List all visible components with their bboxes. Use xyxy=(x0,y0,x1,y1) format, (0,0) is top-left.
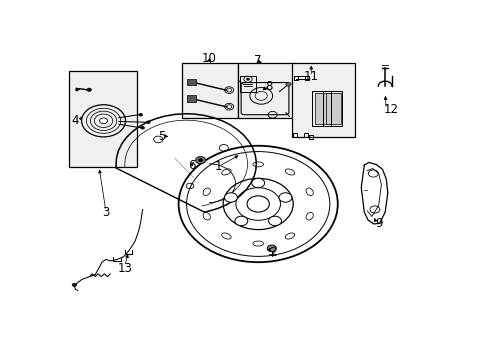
Circle shape xyxy=(141,126,144,129)
Circle shape xyxy=(198,158,203,162)
Bar xyxy=(240,76,255,92)
Circle shape xyxy=(285,82,290,86)
Circle shape xyxy=(146,121,150,123)
Text: 12: 12 xyxy=(383,103,398,116)
Text: 8: 8 xyxy=(264,80,272,93)
Bar xyxy=(182,63,238,118)
Text: 9: 9 xyxy=(375,217,383,230)
Circle shape xyxy=(246,78,249,80)
Polygon shape xyxy=(314,93,329,123)
Text: 6: 6 xyxy=(188,159,195,172)
Circle shape xyxy=(87,88,91,91)
Circle shape xyxy=(251,178,264,188)
Bar xyxy=(69,71,137,167)
Text: 2: 2 xyxy=(268,246,276,259)
Text: 7: 7 xyxy=(253,54,261,67)
Text: 10: 10 xyxy=(201,52,216,65)
FancyBboxPatch shape xyxy=(187,79,196,85)
Polygon shape xyxy=(325,93,340,123)
Circle shape xyxy=(195,157,205,164)
Circle shape xyxy=(72,283,77,287)
Bar xyxy=(238,63,296,118)
Circle shape xyxy=(267,245,276,252)
Text: 4: 4 xyxy=(72,114,79,127)
Text: 13: 13 xyxy=(117,262,132,275)
Text: 3: 3 xyxy=(102,206,109,219)
Circle shape xyxy=(268,216,281,226)
Circle shape xyxy=(100,118,107,124)
Circle shape xyxy=(224,193,237,202)
Circle shape xyxy=(234,216,247,226)
Text: 11: 11 xyxy=(303,70,318,83)
Bar xyxy=(291,63,354,138)
Text: 5: 5 xyxy=(158,130,165,143)
Text: 1: 1 xyxy=(214,160,222,173)
FancyBboxPatch shape xyxy=(187,95,196,102)
Circle shape xyxy=(279,193,291,202)
Circle shape xyxy=(139,113,142,116)
